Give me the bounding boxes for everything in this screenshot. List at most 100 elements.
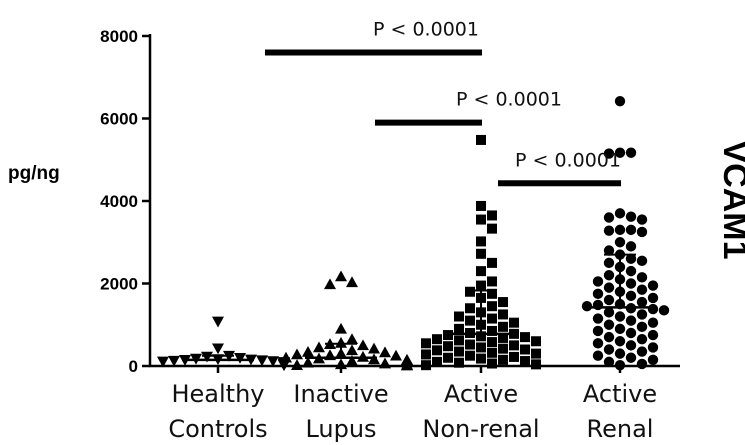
data-point [531, 359, 541, 370]
data-point [443, 341, 453, 352]
data-point [603, 225, 615, 236]
data-point [636, 346, 648, 357]
x-tick-label: Controls [168, 415, 267, 443]
data-point [509, 351, 519, 362]
data-point [636, 272, 648, 283]
data-point [625, 327, 637, 339]
data-point [454, 335, 464, 346]
p-value-label: P < 0.0001 [373, 19, 479, 41]
data-point [335, 322, 347, 334]
data-point [487, 301, 497, 312]
data-point [625, 241, 637, 252]
data-point [465, 350, 475, 361]
data-point [614, 208, 626, 219]
data-point [636, 296, 648, 308]
data-point [647, 342, 659, 353]
data-point [476, 200, 486, 211]
data-point [498, 343, 508, 354]
data-point [592, 276, 604, 287]
data-point [401, 359, 413, 371]
data-point [509, 340, 519, 351]
p-value-label: P < 0.0001 [515, 149, 621, 171]
data-point [625, 340, 637, 351]
data-point [636, 321, 648, 333]
data-point [487, 257, 497, 268]
data-point [335, 270, 347, 282]
data-point [476, 236, 486, 247]
data-point [212, 316, 224, 328]
data-point [636, 333, 648, 345]
data-point [625, 290, 637, 302]
data-point [379, 357, 391, 369]
data-point [592, 338, 604, 349]
y-axis-label: pg/ng [8, 163, 60, 184]
data-point [625, 253, 637, 264]
x-tick-label: Inactive [293, 380, 388, 408]
data-point [603, 257, 615, 269]
data-point [614, 336, 626, 347]
data-point [625, 278, 637, 289]
data-point [592, 313, 604, 324]
data-point [498, 332, 508, 343]
data-point [520, 344, 530, 355]
x-tick-label: Renal [587, 415, 654, 443]
axes: 0 2000 4000 6000 8000 Healthy Controls Inactive… [100, 27, 680, 443]
data-point [614, 224, 626, 236]
data-point [520, 356, 530, 367]
data-point [647, 280, 659, 291]
data-point [487, 288, 497, 299]
data-point [476, 266, 486, 277]
data-point [603, 319, 615, 330]
data-point [603, 294, 615, 306]
data-point [498, 354, 508, 365]
data-point [636, 255, 648, 267]
chart-title: VCAM1 [716, 140, 745, 259]
data-point [432, 345, 442, 356]
data-point [603, 245, 615, 256]
data-point [636, 284, 648, 295]
data-point [603, 270, 615, 281]
data-point [346, 276, 358, 288]
data-point [592, 350, 604, 361]
data-point [421, 349, 431, 360]
data-point [636, 226, 648, 238]
data-point [432, 334, 442, 345]
data-point [531, 348, 541, 359]
data-point [636, 358, 648, 370]
data-point [614, 311, 626, 322]
data-point [291, 348, 303, 360]
data-point [476, 280, 486, 291]
data-point [658, 305, 670, 316]
data-point [454, 323, 464, 334]
data-point [487, 358, 497, 369]
y-tick-label: 2000 [100, 275, 138, 294]
data-point [335, 358, 347, 370]
data-point [465, 315, 475, 326]
data-point [625, 211, 637, 222]
x-tick-label: Active [583, 380, 657, 408]
data-point [487, 347, 497, 358]
data-point [390, 349, 402, 361]
data-point [603, 356, 615, 368]
data-point [592, 288, 604, 300]
data-point [324, 278, 336, 290]
data-point [625, 147, 637, 158]
data-point [476, 342, 486, 353]
data-point [614, 348, 626, 359]
data-point [487, 210, 497, 221]
data-point [487, 325, 497, 336]
y-tick-label: 4000 [100, 192, 138, 211]
data-point [476, 248, 486, 259]
data-point [465, 339, 475, 350]
data-point [520, 332, 530, 343]
data-point [454, 346, 464, 357]
data-point [476, 134, 486, 145]
data-point [603, 344, 615, 355]
data-point [291, 359, 303, 370]
y-tick-label: 0 [129, 357, 138, 376]
x-tick-label: Non-renal [422, 415, 539, 443]
data-point [647, 354, 659, 366]
data-point [625, 224, 637, 236]
data-point [531, 336, 541, 347]
data-point [357, 339, 369, 351]
